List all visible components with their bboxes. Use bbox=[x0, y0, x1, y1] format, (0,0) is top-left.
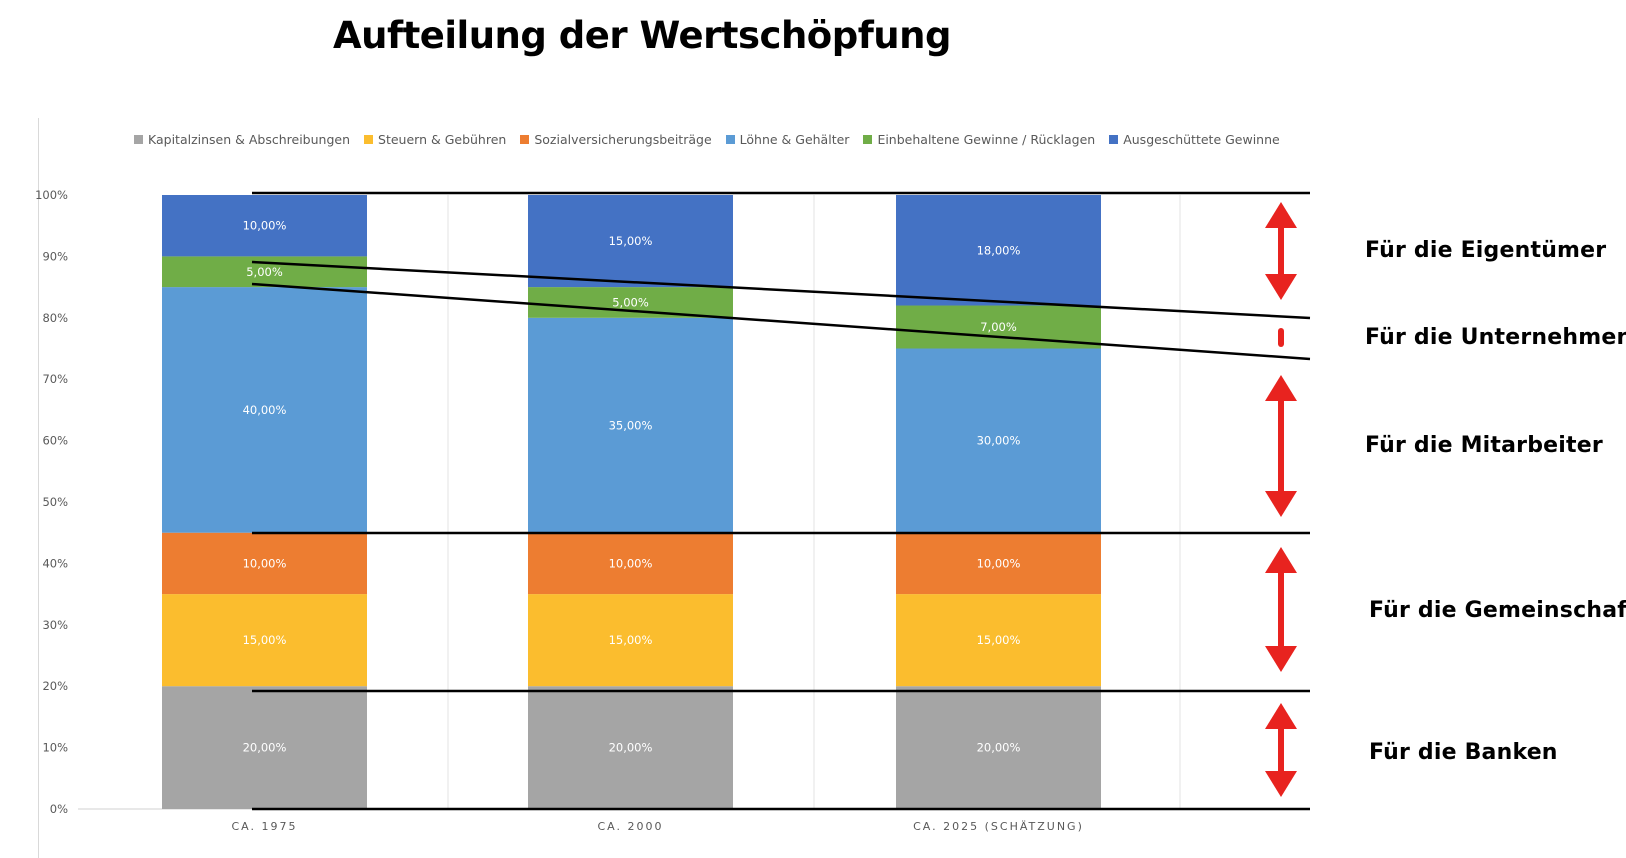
arrow-up-icon bbox=[1265, 547, 1297, 573]
y-tick-label: 50% bbox=[42, 495, 68, 509]
y-tick-label: 20% bbox=[42, 679, 68, 693]
trend-line-lower bbox=[251, 282, 1311, 361]
bar-data-label: 15,00% bbox=[609, 234, 653, 248]
bar-data-label: 18,00% bbox=[977, 243, 1021, 257]
trend-line-upper bbox=[251, 260, 1311, 320]
bar-segment bbox=[896, 532, 1101, 595]
legend-label: Löhne & Gehälter bbox=[739, 132, 850, 147]
group-label-unternehmen: Für die Unternehmen bbox=[1365, 325, 1626, 350]
legend-label: Steuern & Gebühren bbox=[378, 132, 507, 147]
group-label-eigentuemer: Für die Eigentümer bbox=[1365, 238, 1607, 263]
bar-data-label: 10,00% bbox=[243, 556, 287, 570]
bar-data-label: 10,00% bbox=[609, 556, 653, 570]
arrow-down-icon bbox=[1265, 771, 1297, 797]
page-title: Aufteilung der Wertschöpfung bbox=[333, 14, 951, 57]
legend-item: Steuern & Gebühren bbox=[364, 132, 506, 147]
bar-data-label: 15,00% bbox=[609, 633, 653, 647]
bar-data-label: 10,00% bbox=[243, 219, 287, 233]
bar-segment bbox=[162, 287, 367, 533]
legend-swatch bbox=[134, 135, 143, 144]
legend-item: Sozialversicherungsbeiträge bbox=[520, 132, 712, 147]
x-category-label: CA. 1975 bbox=[232, 820, 298, 833]
arrow-down-icon bbox=[1265, 491, 1297, 517]
bar-data-label: 10,00% bbox=[977, 556, 1021, 570]
bar-data-label: 40,00% bbox=[243, 403, 287, 417]
bar-segment bbox=[896, 195, 1101, 306]
bar-segment bbox=[896, 686, 1101, 809]
bar-segment bbox=[896, 594, 1101, 687]
legend-swatch bbox=[725, 135, 735, 144]
bar-segment bbox=[162, 594, 367, 687]
legend-item: Einbehaltene Gewinne / Rücklagen bbox=[863, 132, 1095, 147]
legend-label: Ausgeschüttete Gewinne bbox=[1123, 132, 1280, 147]
bar-segment bbox=[528, 287, 733, 318]
y-tick-label: 60% bbox=[42, 434, 68, 448]
small-red-mark-icon bbox=[1278, 328, 1284, 347]
y-tick-label: 80% bbox=[42, 311, 68, 325]
legend-swatch bbox=[364, 135, 374, 144]
group-label-mitarbeiter: Für die Mitarbeiter bbox=[1365, 433, 1603, 458]
legend-label: Kapitalzinsen & Abschreibungen bbox=[148, 132, 351, 147]
legend-item: Löhne & Gehälter bbox=[725, 132, 850, 147]
group-label-gemeinschaft: Für die Gemeinschaft bbox=[1369, 598, 1626, 623]
legend-swatch bbox=[863, 135, 873, 144]
y-tick-label: 0% bbox=[50, 802, 68, 816]
bar-segment bbox=[528, 594, 733, 687]
y-tick-label: 30% bbox=[42, 618, 68, 632]
bar-data-label: 15,00% bbox=[243, 633, 287, 647]
arrow-up-icon bbox=[1265, 202, 1297, 228]
arrow-up-icon bbox=[1265, 375, 1297, 401]
bar-segment bbox=[528, 686, 733, 809]
bar-segment bbox=[528, 195, 733, 288]
bar-segment bbox=[528, 532, 733, 595]
bar-segment bbox=[162, 532, 367, 595]
bar-segment bbox=[162, 195, 367, 257]
y-tick-label: 70% bbox=[42, 372, 68, 386]
legend-item: Ausgeschüttete Gewinne bbox=[1109, 132, 1280, 147]
arrow-up-icon bbox=[1265, 703, 1297, 729]
legend-label: Sozialversicherungsbeiträge bbox=[534, 132, 712, 147]
bar-data-label: 5,00% bbox=[612, 295, 649, 309]
legend-swatch bbox=[520, 135, 530, 144]
x-category-label: CA. 2000 bbox=[598, 820, 664, 833]
bar-segment bbox=[162, 686, 367, 809]
x-category-label: CA. 2025 (SCHÄTZUNG) bbox=[913, 820, 1084, 833]
bar-data-label: 35,00% bbox=[609, 418, 653, 432]
bar-data-label: 20,00% bbox=[609, 741, 653, 755]
bar-data-label: 15,00% bbox=[977, 633, 1021, 647]
y-tick-label: 10% bbox=[42, 741, 68, 755]
chart-legend: Kapitalzinsen & Abschreibungen Steuern &… bbox=[134, 132, 1280, 147]
bar-data-label: 5,00% bbox=[246, 265, 283, 279]
group-label-banken: Für die Banken bbox=[1369, 740, 1558, 765]
bar-data-label: 30,00% bbox=[977, 434, 1021, 448]
chart-frame-line bbox=[38, 118, 39, 858]
legend-swatch bbox=[1109, 135, 1119, 144]
legend-item: Kapitalzinsen & Abschreibungen bbox=[134, 132, 350, 147]
bar-data-label: 7,00% bbox=[980, 320, 1017, 334]
bar-data-label: 20,00% bbox=[977, 741, 1021, 755]
arrow-down-icon bbox=[1265, 646, 1297, 672]
y-tick-label: 100% bbox=[35, 188, 68, 202]
y-tick-label: 40% bbox=[42, 556, 68, 570]
y-tick-label: 90% bbox=[42, 249, 68, 263]
arrow-down-icon bbox=[1265, 274, 1297, 300]
bar-segment bbox=[528, 317, 733, 533]
legend-label: Einbehaltene Gewinne / Rücklagen bbox=[877, 132, 1096, 147]
bar-segment bbox=[896, 348, 1101, 533]
bar-data-label: 20,00% bbox=[243, 741, 287, 755]
